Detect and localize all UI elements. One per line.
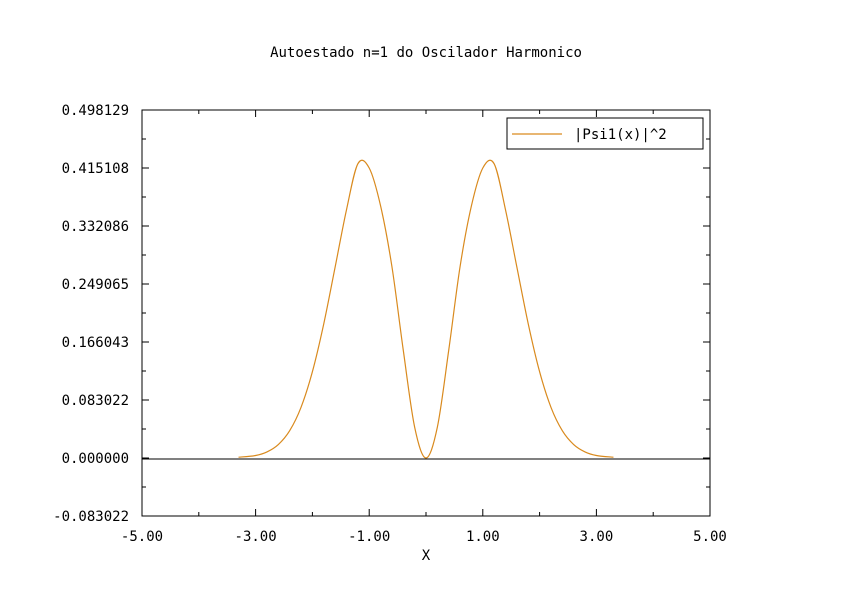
series-line: [238, 159, 614, 459]
x-tick-label: -3.00: [235, 529, 277, 545]
y-tick-label: 0.249065: [62, 277, 129, 293]
x-tick-label: 3.00: [580, 529, 614, 545]
x-tick-label: 1.00: [466, 529, 500, 545]
y-tick-label: 0.083022: [62, 393, 129, 409]
plot-frame: [141, 109, 711, 517]
x-tick-label: -1.00: [348, 529, 390, 545]
legend-label: |Psi1(x)|^2: [574, 127, 667, 143]
y-tick-label: 0.332086: [62, 219, 129, 235]
ticks: [141, 109, 711, 517]
y-tick-label: 0.498129: [62, 103, 129, 119]
y-tick-label: 0.166043: [62, 335, 129, 351]
x-tick-label: -5.00: [121, 529, 163, 545]
tick-labels: -5.00 -3.00 -1.00 1.00 3.00 5.00 0.498129 0.415…: [53, 103, 727, 545]
y-tick-label: 0.415108: [62, 161, 129, 177]
chart-title: Autoestado n=1 do Oscilador Harmonico: [270, 45, 582, 61]
legend: |Psi1(x)|^2: [506, 117, 704, 150]
y-tick-label: -0.083022: [53, 509, 129, 525]
x-axis-label: X: [422, 548, 431, 564]
x-tick-label: 5.00: [693, 529, 727, 545]
y-tick-label: 0.000000: [62, 451, 129, 467]
